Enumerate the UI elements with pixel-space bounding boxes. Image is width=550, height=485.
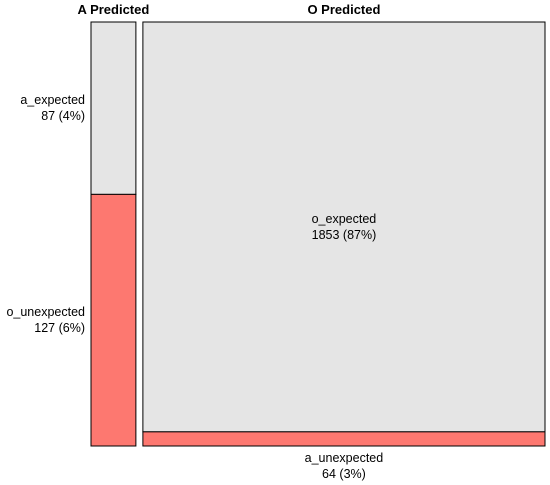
label-a-unexpected-count: 64 (3%): [322, 467, 366, 481]
cell-o-expected: [142, 21, 546, 433]
cell-o-unexpected: [90, 193, 137, 447]
label-a-expected-count: 87 (4%): [41, 109, 85, 123]
cell-a-unexpected: [142, 431, 546, 447]
label-o-unexpected-count: 127 (6%): [34, 321, 85, 335]
cell-a-expected: [90, 21, 137, 195]
label-o-expected-count: 1853 (87%): [312, 228, 377, 242]
column-header-a-predicted: A Predicted: [78, 2, 150, 17]
label-o-expected-name: o_expected: [312, 212, 377, 226]
label-o-unexpected-name: o_unexpected: [6, 305, 85, 319]
column-header-o-predicted: O Predicted: [307, 2, 380, 17]
mosaic-cells: [90, 21, 546, 447]
label-a-expected-name: a_expected: [20, 93, 85, 107]
label-a-unexpected-name: a_unexpected: [305, 451, 384, 465]
